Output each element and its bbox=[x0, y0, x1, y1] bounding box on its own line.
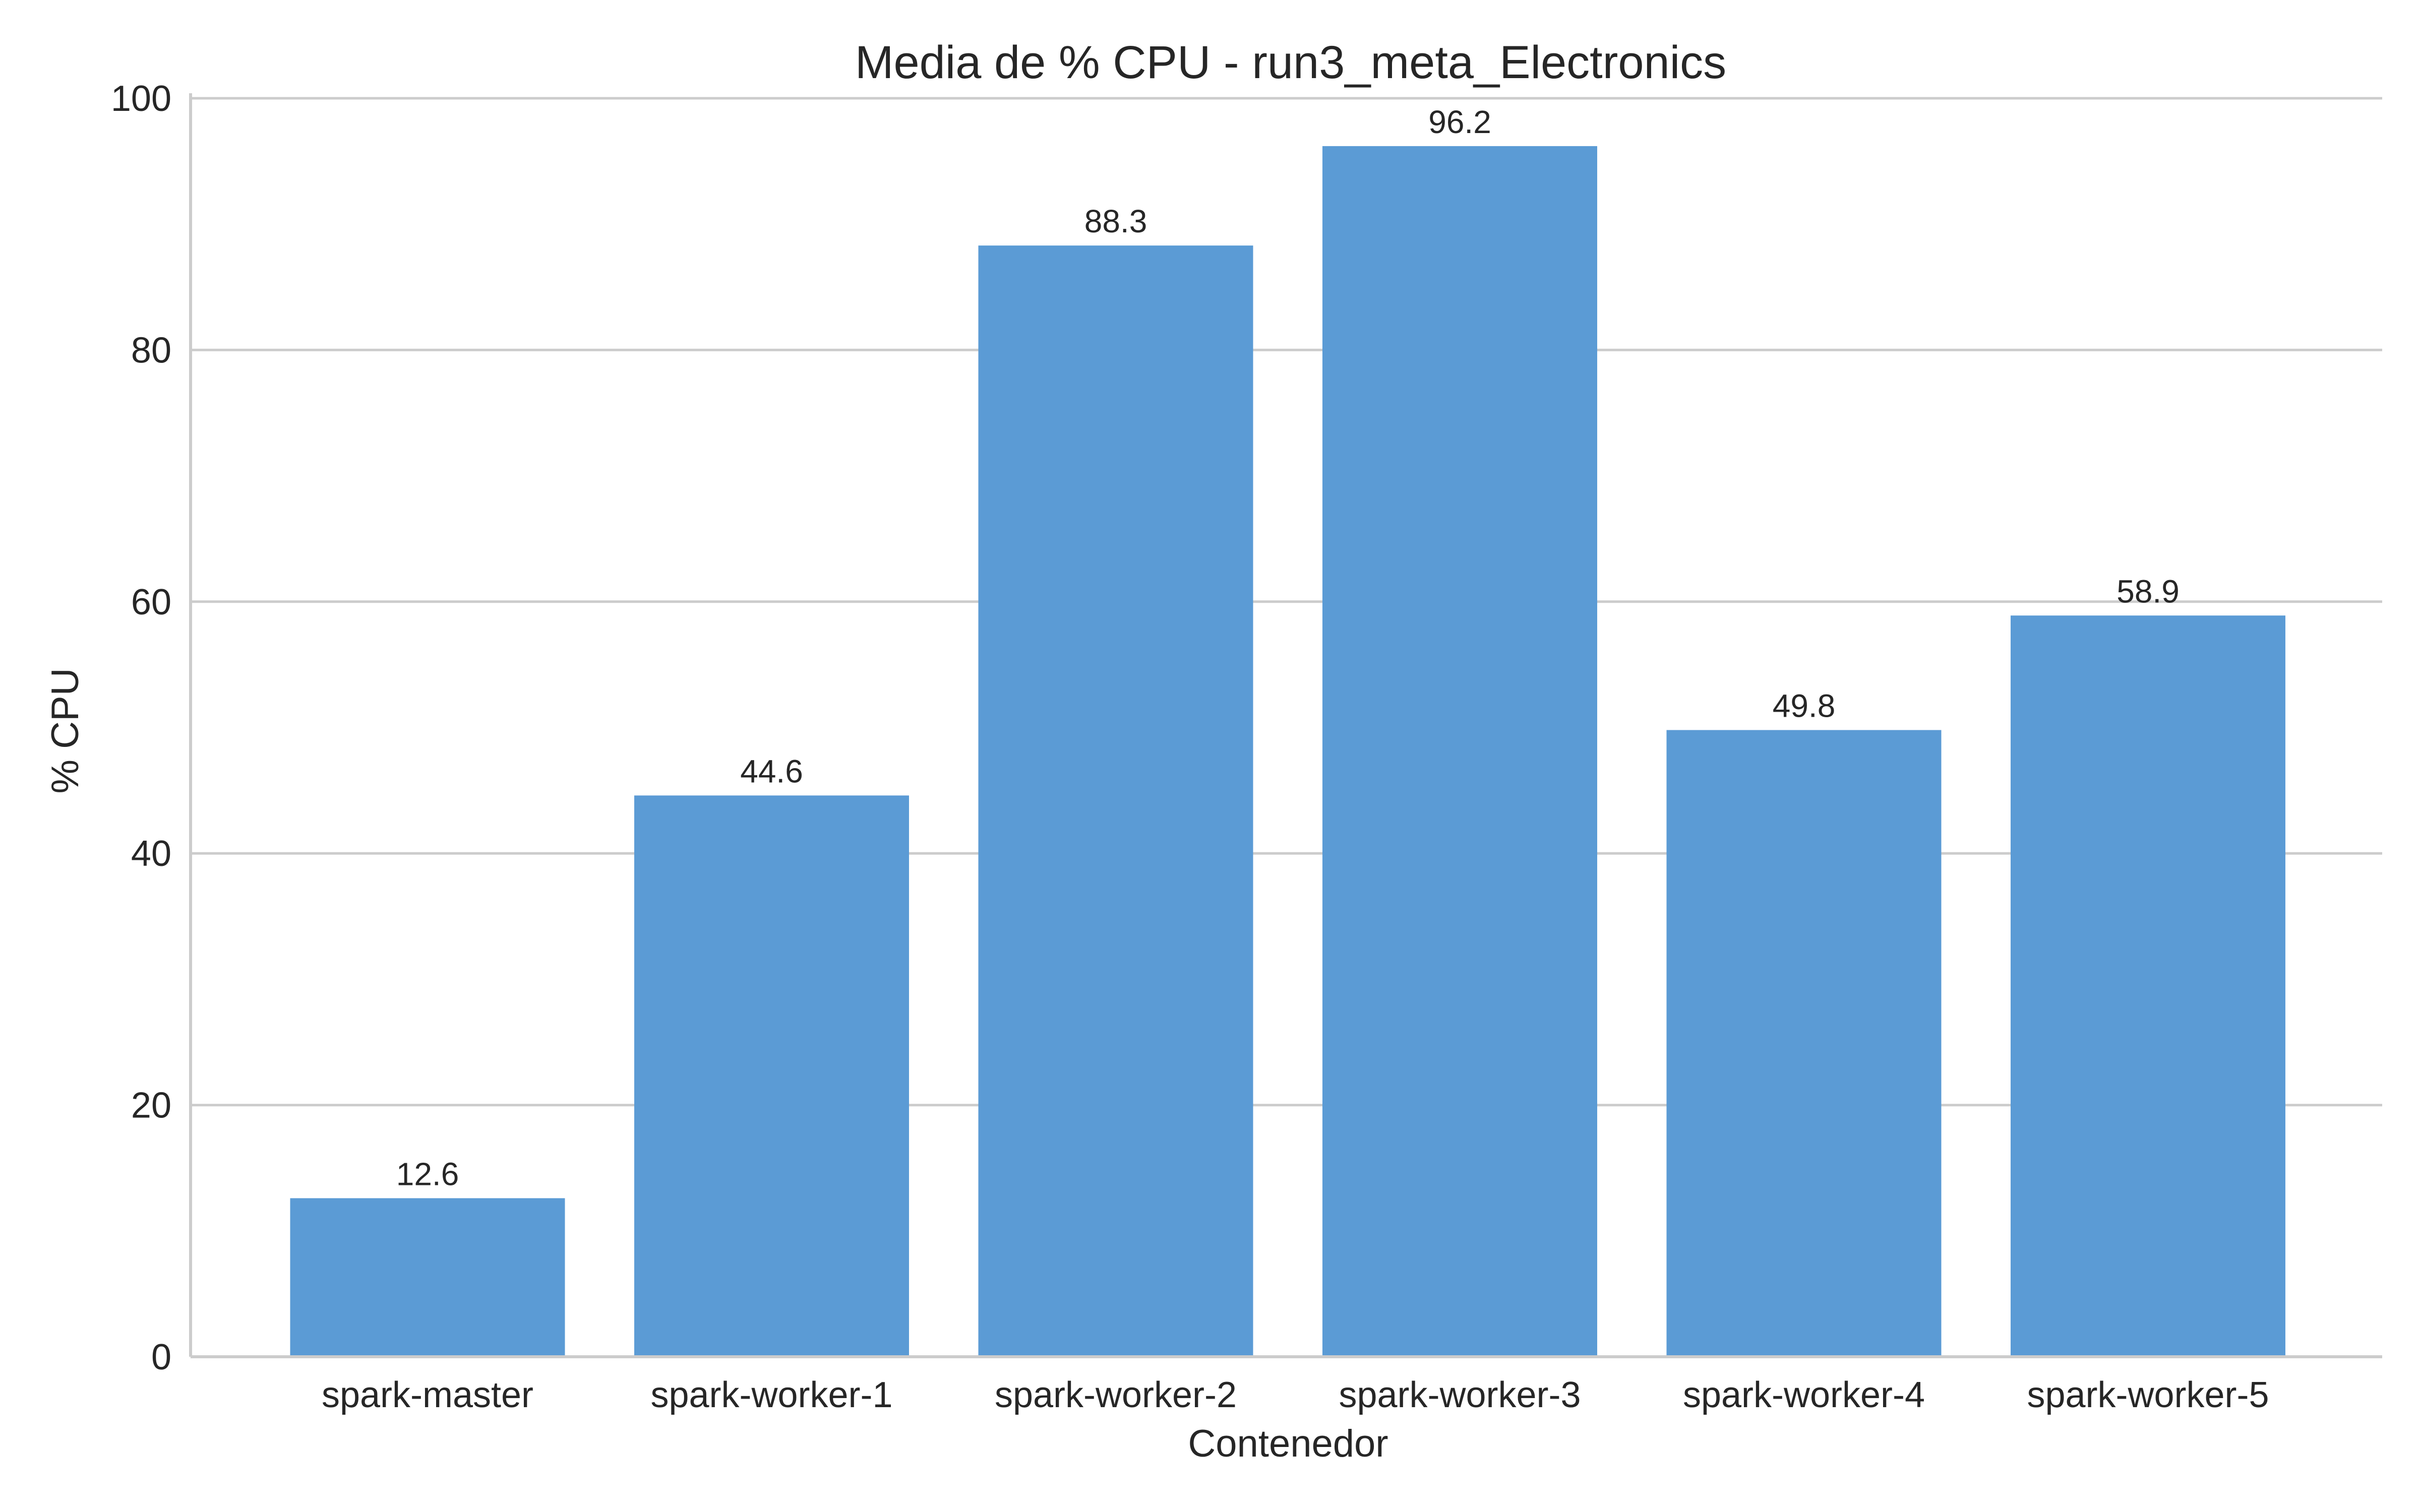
data-label-spark-worker-4: 49.8 bbox=[1773, 687, 1836, 724]
data-label-spark-worker-3: 96.2 bbox=[1428, 104, 1491, 140]
bar-spark-worker-3 bbox=[1322, 146, 1597, 1357]
axes-layer bbox=[189, 93, 2382, 1358]
y-tick-label: 60 bbox=[131, 582, 171, 622]
data-label-spark-worker-1: 44.6 bbox=[740, 753, 803, 789]
y-tick-label: 0 bbox=[151, 1337, 171, 1377]
x-tick-label: spark-worker-2 bbox=[995, 1375, 1237, 1415]
y-tick-label: 100 bbox=[111, 79, 171, 119]
data-label-spark-worker-5: 58.9 bbox=[2116, 573, 2180, 609]
y-tick-label: 40 bbox=[131, 834, 171, 874]
bar-spark-worker-5 bbox=[2011, 615, 2285, 1357]
x-tick-label: spark-worker-4 bbox=[1683, 1375, 1925, 1415]
bar-spark-master bbox=[290, 1198, 565, 1357]
x-axis-title: Contenedor bbox=[1188, 1422, 1388, 1465]
bars-layer bbox=[290, 146, 2285, 1357]
x-tick-label: spark-worker-1 bbox=[650, 1375, 892, 1415]
bar-spark-worker-1 bbox=[634, 795, 909, 1357]
y-tick-label: 20 bbox=[131, 1086, 171, 1126]
y-axis-title: % CPU bbox=[44, 668, 87, 793]
bar-spark-worker-2 bbox=[978, 245, 1253, 1357]
y-tick-label: 80 bbox=[131, 330, 171, 370]
bar-spark-worker-4 bbox=[1666, 730, 1942, 1357]
x-tick-label: spark-worker-3 bbox=[1339, 1375, 1581, 1415]
y-tick-labels: 0 20 40 60 80 100 bbox=[111, 79, 171, 1377]
data-label-spark-master: 12.6 bbox=[396, 1156, 459, 1192]
chart-title: Media de % CPU - run3_meta_Electronics bbox=[855, 37, 1726, 88]
data-label-spark-worker-2: 88.3 bbox=[1084, 203, 1147, 239]
data-labels: 12.6 44.6 88.3 96.2 49.8 58.9 bbox=[396, 104, 2180, 1192]
x-tick-label: spark-worker-5 bbox=[2027, 1375, 2269, 1415]
x-tick-label: spark-master bbox=[322, 1375, 533, 1415]
x-tick-labels: spark-master spark-worker-1 spark-worker-2… bbox=[322, 1375, 2269, 1415]
